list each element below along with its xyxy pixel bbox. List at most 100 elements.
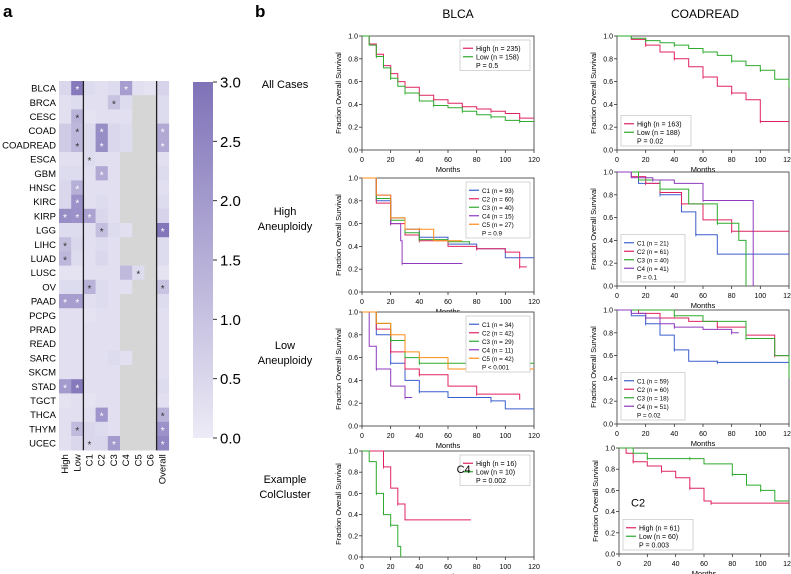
heatmap-cell <box>132 421 145 437</box>
heatmap-cell <box>107 393 121 408</box>
heatmap-cell <box>95 379 109 394</box>
heatmap-cell <box>95 365 109 380</box>
heatmap-cell <box>132 365 145 380</box>
survival-curve <box>362 177 470 245</box>
heatmap-star: * <box>100 227 104 238</box>
heatmap-cell <box>107 407 121 423</box>
heatmap-cell <box>59 109 72 124</box>
heatmap-cell <box>95 95 109 110</box>
heatmap-cell <box>83 421 96 437</box>
legend-box <box>620 115 692 147</box>
heatmap-cell <box>156 365 170 380</box>
heatmap-star: * <box>75 298 79 309</box>
heatmap-cell <box>95 208 109 224</box>
heatmap-row-label: KIRC <box>33 197 56 208</box>
heatmap-cell <box>120 194 133 210</box>
heatmap-cell <box>107 322 121 337</box>
km-plot: 0 20 40 60 80 100 120 0.0 0.2 0.4 0.6 0.8 1.0 Months F… <box>334 449 540 574</box>
heatmap-cell <box>120 123 133 139</box>
heatmap-cell <box>95 166 109 181</box>
heatmap-cell <box>59 294 72 309</box>
heatmap-cell <box>144 336 157 352</box>
x-tick-label: 80 <box>728 561 736 568</box>
heatmap-cell <box>95 294 109 309</box>
heatmap-star: * <box>75 128 79 139</box>
heatmap-cell <box>120 421 133 437</box>
heatmap-cell <box>156 322 170 337</box>
colorbar-tick-label: 1.0 <box>220 312 241 329</box>
heatmap-cell <box>156 436 170 451</box>
heatmap-cell <box>95 81 109 96</box>
x-axis-label: Months <box>691 439 716 448</box>
heatmap-cell <box>83 223 96 238</box>
x-tick-label: 120 <box>528 299 540 306</box>
heatmap-cell <box>120 279 133 295</box>
heatmap-star: * <box>88 284 92 295</box>
heatmap-cell <box>120 223 133 238</box>
x-tick-label: 100 <box>754 157 766 164</box>
heatmap-star: * <box>88 156 92 167</box>
heatmap-cell <box>71 294 84 309</box>
x-tick-label: 20 <box>387 433 395 440</box>
survival-curve <box>617 309 789 363</box>
y-tick-label: 0.4 <box>348 378 358 385</box>
heatmap-star: * <box>75 85 79 96</box>
heatmap-cell <box>71 407 84 423</box>
survival-curve <box>617 171 754 286</box>
heatmap-cell <box>71 308 84 323</box>
heatmap-star: * <box>161 440 165 451</box>
x-tick-label: 20 <box>387 157 395 164</box>
heatmap-cell <box>132 81 145 96</box>
colorbar-tick-label: 1.5 <box>220 253 241 270</box>
y-tick-label: 0.0 <box>605 552 615 559</box>
heatmap-cell <box>107 251 121 266</box>
heatmap-cell <box>144 421 157 437</box>
y-tick-label: 0.6 <box>348 221 358 228</box>
heatmap-cell <box>156 421 170 437</box>
x-tick-label: 40 <box>415 564 423 571</box>
heatmap-cell <box>71 166 84 181</box>
heatmap-cell <box>59 166 72 181</box>
x-tick-label: 100 <box>754 431 766 438</box>
km-plot: 0 20 40 60 80 100 120 0.0 0.2 0.4 0.6 0.8 1.0 Months F… <box>334 34 540 175</box>
x-tick-label: 0 <box>615 157 619 164</box>
heatmap-star: * <box>75 199 79 210</box>
heatmap-cell <box>83 251 96 266</box>
heatmap-cell <box>59 407 72 423</box>
heatmap-cell <box>144 152 157 167</box>
heatmap-cell <box>71 223 84 238</box>
legend-label: C2 (n = 61) <box>637 249 669 256</box>
y-tick-label: 0.6 <box>605 488 615 495</box>
y-tick-label: 0.0 <box>348 290 358 297</box>
heatmap-cell <box>120 407 133 423</box>
survival-curve <box>619 447 789 504</box>
heatmap-cell <box>71 137 84 153</box>
heatmap-cell <box>95 336 109 352</box>
row-label: Low Aneuploidy <box>258 340 313 367</box>
x-axis-label: Months <box>692 569 717 574</box>
heatmap-cell <box>95 421 109 437</box>
heatmap-row-label: PAAD <box>31 297 56 308</box>
heatmap-star: * <box>161 426 165 437</box>
legend-label: C1 (n = 34) <box>482 322 514 329</box>
heatmap-cell <box>107 279 121 295</box>
heatmap-column-label: C4 <box>121 454 132 466</box>
x-tick-label: 60 <box>699 293 707 300</box>
x-tick-label: 0 <box>360 299 364 306</box>
heatmap-cell <box>107 379 121 394</box>
heatmap-cell <box>95 251 109 266</box>
heatmap-star: * <box>100 170 104 181</box>
heatmap-star: * <box>100 412 104 423</box>
heatmap-cell <box>144 265 157 281</box>
survival-curve <box>362 450 471 521</box>
heatmap-cell <box>59 308 72 323</box>
y-tick-label: 0.8 <box>603 192 613 199</box>
heatmap-cell <box>120 379 133 394</box>
heatmap-cell <box>71 194 84 210</box>
y-tick-label: 0.6 <box>348 79 358 86</box>
legend-label: Low (n = 60) <box>639 534 678 541</box>
row-label-line: High <box>274 206 297 218</box>
colorbar <box>193 82 213 438</box>
p-value: P = 0.02 <box>637 138 663 145</box>
x-tick-label: 20 <box>642 157 650 164</box>
